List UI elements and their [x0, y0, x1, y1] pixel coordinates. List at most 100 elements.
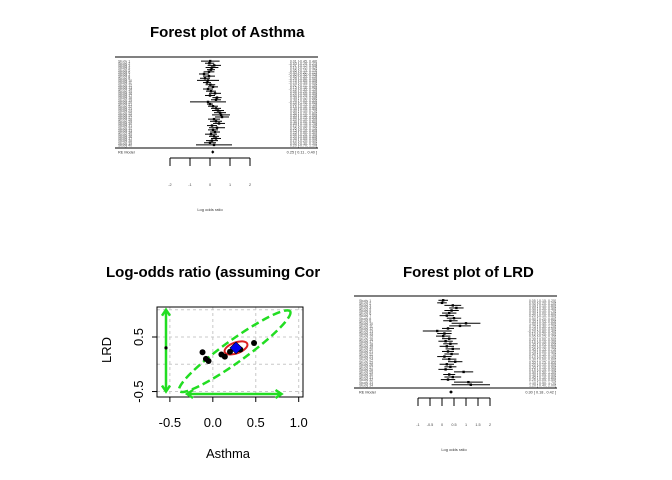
study-label: Study 19	[359, 345, 373, 349]
study-point	[454, 360, 457, 363]
study-point	[213, 130, 217, 134]
study-point	[451, 347, 454, 351]
study-ci-text: 0.35 [ 0.05, 0.65]	[529, 342, 556, 346]
study-label: Study 26	[359, 363, 373, 367]
study-point	[210, 66, 214, 69]
study-label: Study 8	[359, 317, 371, 321]
study-label: Study 19	[118, 98, 132, 102]
study-ci-text: 0.50 [ 0.20, 0.80]	[529, 317, 556, 321]
study-point	[209, 83, 212, 86]
study-point	[451, 375, 454, 379]
study-ci-text: 0.05 [-0.15, 0.25]	[529, 299, 556, 303]
study-ci-text: 0.90 [ 0.50, 1.30]	[529, 371, 556, 375]
study-label: Study 1	[359, 299, 371, 303]
study-label: Study 4	[359, 307, 371, 311]
study-label: Study 20	[359, 347, 373, 351]
study-ci-text: 0.45 [ 0.15, 0.75]	[290, 122, 317, 126]
study-point	[213, 92, 217, 95]
study-point	[451, 304, 454, 307]
study-label: Study 33	[118, 128, 132, 132]
study-point	[452, 316, 456, 320]
study-point	[219, 113, 223, 117]
study-ci-text: -0.20 [-0.80, 0.40]	[528, 330, 556, 334]
study-label: Study 3	[118, 64, 130, 68]
study-point	[462, 370, 465, 374]
study-ci-text: 0.25 [-0.05, 0.55]	[529, 378, 556, 382]
study-point	[448, 373, 451, 376]
study-point	[208, 141, 212, 144]
x-tick-label: 0.0	[204, 415, 222, 430]
study-point	[449, 319, 452, 322]
study-label: Study 40	[118, 144, 132, 148]
study-ci-text: 0.30 [ 0.00, 0.60]	[290, 120, 317, 124]
study-point	[211, 128, 215, 132]
study-point	[214, 137, 218, 140]
study-point	[446, 327, 450, 330]
forest-plot-asthma: Study 1 0.01 [-0.45, 0.48] Study 2 -0.03 […	[115, 56, 318, 212]
y-tick-label: -0.5	[131, 380, 146, 402]
study-point	[216, 109, 220, 112]
study-ci-text: -0.25 [-0.50, 0.00]	[289, 77, 317, 81]
study-label: Study 18	[359, 342, 373, 346]
y-tick-label: 0.5	[131, 328, 146, 346]
study-label: Study 15	[359, 335, 373, 339]
study-label: Study 8	[118, 75, 130, 79]
study-point	[210, 124, 214, 127]
study-label: Study 5	[359, 309, 371, 313]
study-ci-text: 0.10 [-0.20, 0.40]	[290, 139, 317, 143]
scatter-plot: -0.5 0.0 0.5 1.0 -0.5 0.5 Asthma LRD	[99, 306, 308, 461]
study-ci-text: 0.30 [ 0.00, 0.60]	[529, 337, 556, 341]
study-label: Study 33	[359, 381, 373, 385]
study-point	[205, 81, 209, 84]
study-label: Study 36	[118, 135, 132, 139]
study-label: Study 27	[359, 365, 373, 369]
x-tick-label: -0.5	[159, 415, 181, 430]
forest-x-tick-label: 1	[465, 423, 467, 427]
study-ci-text: 0.45 [ 0.10, 0.80]	[529, 376, 556, 380]
study-point	[446, 350, 450, 353]
study-point	[208, 102, 212, 106]
study-point	[445, 345, 448, 348]
study-label: Study 29	[118, 120, 132, 124]
study-ci-text: 0.35 [ 0.10, 0.60]	[529, 365, 556, 369]
forest-plot-lrd: Study 1 0.05 [-0.15, 0.25] Study 2 0.00 […	[354, 295, 557, 452]
summary-label: RE Model	[359, 391, 376, 395]
study-point	[214, 98, 218, 101]
study-label: Study 16	[118, 92, 132, 96]
study-ci-text: 0.02 [-0.22, 0.26]	[290, 83, 317, 87]
forest-x-axis-label: Log odds ratio	[441, 447, 467, 452]
study-ci-text: 0.00 [-0.25, 0.25]	[290, 94, 317, 98]
study-ci-text: 0.30 [ 0.00, 0.60]	[529, 312, 556, 316]
study-ci-text: 1.10 [ 0.50, 1.70]	[529, 381, 556, 385]
study-point	[251, 340, 258, 346]
study-point	[448, 311, 451, 315]
study-label: Study 5	[118, 68, 130, 72]
x-tick-label: 1.0	[290, 415, 308, 430]
study-label: Study 23	[359, 355, 373, 359]
study-ci-text: 0.35 [ 0.05, 0.65]	[529, 319, 556, 323]
study-point	[206, 100, 210, 104]
ci-arrow-head-top	[160, 307, 172, 317]
study-point	[199, 349, 206, 356]
study-point	[442, 334, 445, 338]
forest-x-tick-label: 0	[441, 423, 443, 427]
study-point	[442, 299, 445, 302]
forest-x-tick-label: 1	[229, 183, 231, 187]
study-point	[444, 368, 447, 371]
study-point	[448, 337, 451, 340]
x-axis-label: Asthma	[206, 446, 251, 461]
study-point	[212, 117, 216, 121]
study-ci-text: 0.40 [ 0.10, 0.70]	[529, 353, 556, 357]
study-ci-text: 0.05 [-0.25, 0.35]	[529, 335, 556, 339]
study-label: Study 31	[118, 124, 132, 128]
study-label: Study 32	[118, 126, 132, 130]
study-point	[443, 355, 446, 358]
study-ci-text: -0.03 [-0.25, 0.21]	[289, 62, 317, 66]
study-ci-text: 1.00 [ 0.40, 1.60]	[529, 322, 556, 326]
study-ci-text: 1.20 [ 0.40, 2.00]	[529, 383, 556, 387]
study-ci-text: 0.20 [-0.05, 0.45]	[290, 135, 317, 139]
study-ci-text: -0.05 [-0.35, 0.25]	[289, 75, 317, 79]
study-ci-text: -0.30 [-0.55,-0.05]	[288, 73, 317, 77]
study-label: Study 7	[359, 314, 371, 318]
